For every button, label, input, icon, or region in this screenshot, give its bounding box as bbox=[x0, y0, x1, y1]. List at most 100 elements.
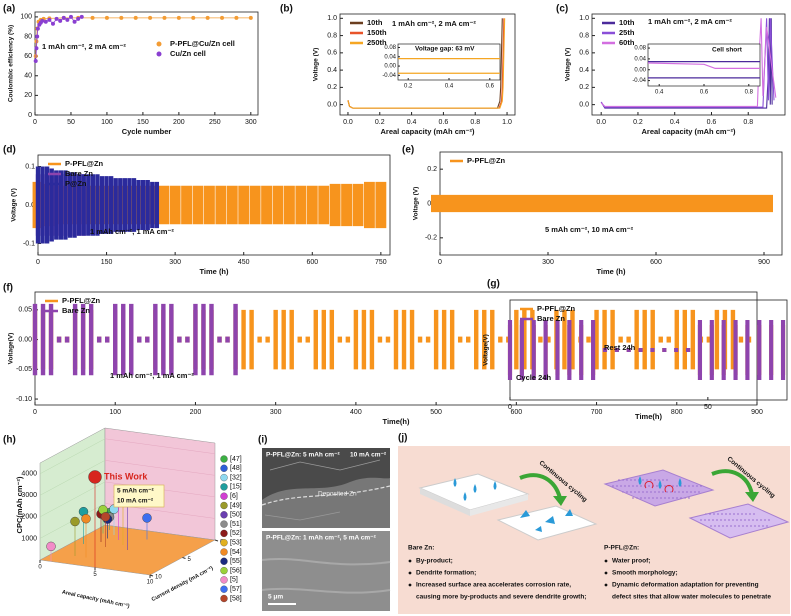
sem-caption: 10 mA cm⁻² bbox=[350, 452, 387, 459]
y-tick-label: 0 bbox=[28, 112, 32, 119]
x-tick-label: 0.2 bbox=[375, 119, 385, 126]
x-tick-label: 150 bbox=[137, 119, 149, 126]
x-tick-label: 0.8 bbox=[743, 119, 753, 126]
x-tick-label: 600 bbox=[650, 259, 662, 266]
coating-texture bbox=[612, 479, 702, 499]
data-point bbox=[205, 15, 210, 20]
y-tick-label: 10 bbox=[155, 575, 162, 581]
list-item: Smooth morphology; bbox=[612, 570, 678, 577]
y-tick-label: 0.4 bbox=[579, 67, 589, 74]
data-sphere bbox=[81, 514, 91, 524]
coated-slab bbox=[603, 469, 715, 507]
data-point bbox=[248, 15, 253, 20]
legend-label: Bare Zn bbox=[62, 306, 90, 315]
annotation-box bbox=[113, 484, 165, 508]
x-tick-label: 200 bbox=[173, 119, 185, 126]
y-axis-label: Voltage (V) bbox=[413, 187, 420, 220]
bullet bbox=[408, 559, 412, 563]
y-tick-label: 0.0 bbox=[25, 202, 35, 209]
sem-texture bbox=[262, 477, 390, 528]
legend-label: 150th bbox=[367, 28, 387, 37]
legend-label: [53] bbox=[230, 540, 242, 547]
data-point bbox=[162, 15, 167, 20]
legend-label: P-PFL@Zn bbox=[467, 156, 506, 165]
legend-swatch bbox=[220, 520, 228, 528]
inset-y-tick-label: 0.08 bbox=[384, 45, 396, 51]
legend-label: Cu/Zn cell bbox=[170, 49, 206, 58]
x-tick-label: 250 bbox=[209, 119, 221, 126]
bullet bbox=[604, 559, 608, 563]
dendrite bbox=[520, 509, 573, 532]
inset-y-tick-label: 0.04 bbox=[384, 54, 396, 60]
inset-y-tick-label: 0.04 bbox=[634, 56, 646, 62]
legend-label: [50] bbox=[230, 512, 242, 519]
data-point bbox=[34, 46, 39, 51]
data-line bbox=[647, 62, 760, 69]
legend-label: [49] bbox=[230, 502, 242, 509]
z-axis-label: CPC(mAh cm⁻²) bbox=[15, 476, 24, 533]
inset-x-tick-label: 0.8 bbox=[745, 90, 754, 96]
x-tick-label: 100 bbox=[109, 409, 121, 416]
legend-label: [54] bbox=[230, 549, 242, 556]
data-point bbox=[47, 17, 52, 22]
y-tick-label: 40 bbox=[24, 73, 32, 80]
inset-x-tick-label: 0.6 bbox=[700, 90, 709, 96]
y-tick-label: 1.0 bbox=[327, 15, 337, 22]
x-tick-label: 0.0 bbox=[596, 119, 606, 126]
legend-label: [55] bbox=[230, 558, 242, 565]
legend-label: 10th bbox=[367, 18, 383, 27]
legend-label: 60th bbox=[619, 38, 635, 47]
x-axis-label: Time (h) bbox=[596, 267, 626, 276]
repel-arrow bbox=[644, 480, 674, 493]
inset-y-tick-label: 0.00 bbox=[634, 67, 646, 73]
y-tick-label: 0.8 bbox=[579, 32, 589, 39]
y-axis-label: Voltage(V) bbox=[483, 334, 490, 366]
legend-label: 250th bbox=[367, 38, 387, 47]
sem-boundary bbox=[261, 485, 391, 506]
x-tick-label: 0 bbox=[508, 404, 512, 411]
series-label: This Work bbox=[104, 471, 148, 481]
legend-swatch bbox=[220, 576, 228, 584]
annotation: 5 mAh cm⁻² bbox=[117, 488, 154, 495]
panel-i: (i) P-PFL@Zn: 5 mAh cm⁻² 10 mA cm⁻² Depo… bbox=[258, 435, 391, 611]
legend-swatch bbox=[156, 51, 162, 57]
coated-slab-cycled bbox=[688, 503, 790, 539]
inset-x-tick-label: 0.4 bbox=[655, 90, 664, 96]
x-tick-label: 0.4 bbox=[670, 119, 680, 126]
x-tick-label: 0 bbox=[36, 259, 40, 266]
data-sphere bbox=[46, 541, 56, 552]
x-tick-label: 500 bbox=[430, 409, 442, 416]
data-point bbox=[35, 26, 40, 31]
legend-label: 25th bbox=[619, 28, 635, 37]
legend-label: Bare Zn bbox=[65, 169, 93, 178]
x-tick-label: 0.4 bbox=[407, 119, 417, 126]
annotation: 1 mAh cm⁻², 2 mA cm⁻² bbox=[392, 19, 476, 28]
legend-label: [47] bbox=[230, 456, 242, 463]
y-tick-label: 0.2 bbox=[327, 84, 337, 91]
sem-caption: P-PFL@Zn: 1 mAh cm⁻², 5 mA cm⁻² bbox=[266, 535, 377, 542]
x-tick-label: 0.8 bbox=[470, 119, 480, 126]
annotation: Rest 24h bbox=[604, 343, 636, 352]
data-point bbox=[50, 21, 55, 26]
legend-swatch bbox=[220, 501, 228, 510]
y-tick-label: 0.1 bbox=[25, 163, 35, 170]
z-tick-label: 4000 bbox=[21, 471, 37, 478]
y-tick bbox=[149, 574, 154, 577]
inset-frame bbox=[397, 43, 501, 81]
x-tick-label: 600 bbox=[510, 409, 522, 416]
legend-swatch bbox=[220, 464, 228, 472]
y-axis-label: Voltage (V) bbox=[565, 48, 572, 81]
panel-label: (j) bbox=[398, 433, 407, 444]
data-point bbox=[148, 15, 153, 20]
data-point bbox=[191, 15, 196, 20]
inset-y-tick-label: -0.04 bbox=[632, 78, 646, 84]
plot-frame bbox=[34, 11, 259, 116]
legend-label: [5] bbox=[230, 577, 238, 584]
legend-swatch bbox=[220, 492, 228, 500]
data-point bbox=[72, 19, 77, 24]
y-axis-label: Coulombic efficiency (%) bbox=[8, 25, 15, 102]
x-tick-label: 5 bbox=[93, 572, 97, 578]
legend-label: [58] bbox=[230, 595, 242, 602]
data-point bbox=[33, 59, 38, 64]
x-tick-label: 0.6 bbox=[439, 119, 449, 126]
